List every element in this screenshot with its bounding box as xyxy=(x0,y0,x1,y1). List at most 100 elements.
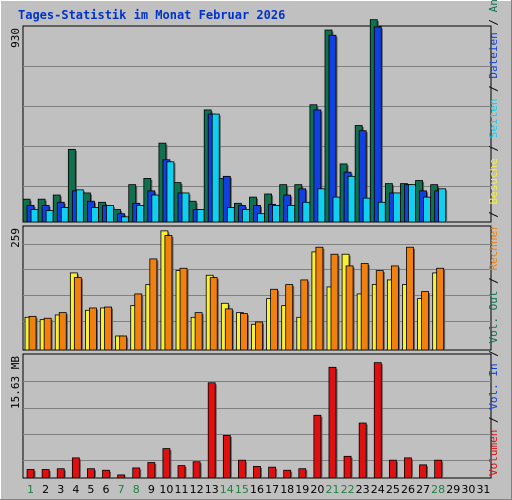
requests-bar-seiten-day-1 xyxy=(30,209,39,223)
requests-bar-seiten-day-18 xyxy=(287,204,296,223)
requests-bar-seiten-day-13 xyxy=(211,113,220,223)
legend-separator: / xyxy=(487,344,500,364)
legend-volumen: Volumen xyxy=(487,430,500,476)
visits-bar-rechner-day-8 xyxy=(134,293,143,351)
requests-bar-seiten-day-19 xyxy=(302,201,311,223)
volume-ymax-label: 15.63 MB xyxy=(9,356,22,409)
volume-bar-volumen-day-1 xyxy=(26,469,35,479)
legend-separator: / xyxy=(487,12,500,32)
legend-vol-in: Vol. In xyxy=(487,363,500,409)
legend-anfragen: Anfragen xyxy=(487,0,500,12)
volume-bar-volumen-day-17 xyxy=(268,466,276,479)
visits-bar-rechner-day-17 xyxy=(270,288,278,351)
visits-bar-rechner-day-14 xyxy=(224,308,233,351)
day-label-27: 27 xyxy=(416,483,430,496)
volume-bar-volumen-day-19 xyxy=(298,468,307,479)
visits-bar-rechner-day-5 xyxy=(89,307,97,351)
day-label-28: 28 xyxy=(431,483,445,496)
visits-bar-rechner-day-20 xyxy=(315,246,324,351)
visits-bar-rechner-day-10 xyxy=(164,235,173,351)
requests-bar-seiten-day-8 xyxy=(136,204,145,223)
day-label-13: 13 xyxy=(205,483,219,496)
day-label-26: 26 xyxy=(401,483,415,496)
requests-bar-dateien-day-23 xyxy=(358,130,367,223)
requests-bar-seiten-day-9 xyxy=(151,194,160,223)
day-label-23: 23 xyxy=(356,483,370,496)
requests-bar-seiten-day-2 xyxy=(45,210,54,223)
day-label-18: 18 xyxy=(280,483,294,496)
volume-bar-volumen-day-9 xyxy=(147,462,156,479)
requests-bar-seiten-day-24 xyxy=(377,201,386,223)
visits-bar-rechner-day-24 xyxy=(375,270,384,351)
volume-bar-volumen-day-14 xyxy=(222,435,231,479)
requests-bar-seiten-day-6 xyxy=(106,204,114,223)
requests-bar-seiten-day-17 xyxy=(272,204,280,223)
requests-bar-seiten-day-27 xyxy=(423,196,431,223)
volume-bar-volumen-day-28 xyxy=(434,459,443,479)
day-label-11: 11 xyxy=(175,483,189,496)
day-label-14: 14 xyxy=(220,483,234,496)
visits-bar-rechner-day-7 xyxy=(119,335,128,351)
visits-bar-rechner-day-1 xyxy=(28,315,37,351)
visits-bar-rechner-day-22 xyxy=(345,265,354,351)
day-axis: 1 2 3 4 5 6 7 8 9 10 11 12 13 14 15 16 17 18 19 20 21 22 23 24 2… xyxy=(27,483,490,496)
legend-separator: / xyxy=(487,271,500,291)
day-label-6: 6 xyxy=(103,483,110,496)
volume-plot-area xyxy=(22,353,492,479)
day-label-9: 9 xyxy=(148,483,155,496)
day-label-31: 31 xyxy=(476,483,490,496)
visits-ymax-label: 259 xyxy=(9,228,22,248)
visits-bar-rechner-day-11 xyxy=(179,267,188,351)
visits-bar-rechner-day-28 xyxy=(436,267,445,351)
volume-bar-volumen-day-2 xyxy=(41,469,50,479)
volume-bar-volumen-day-11 xyxy=(177,465,186,479)
legend-rechner: Rechner xyxy=(487,224,500,271)
day-label-15: 15 xyxy=(235,483,249,496)
visits-bar-rechner-day-23 xyxy=(360,263,369,351)
requests-bar-seiten-day-4 xyxy=(75,189,84,223)
day-label-1: 1 xyxy=(27,483,34,496)
visits-bar-rechner-day-6 xyxy=(104,306,112,351)
requests-bar-dateien-day-24 xyxy=(373,26,382,223)
volume-bar-volumen-day-27 xyxy=(419,464,427,479)
visits-bar-rechner-day-9 xyxy=(149,258,158,351)
visits-bar-rechner-day-21 xyxy=(330,253,339,351)
requests-bar-seiten-day-5 xyxy=(91,207,99,223)
volume-bar-volumen-day-8 xyxy=(132,467,141,479)
day-label-25: 25 xyxy=(386,483,400,496)
day-label-24: 24 xyxy=(371,483,385,496)
requests-bar-anfragen-day-4 xyxy=(67,148,76,223)
legend-separator: / xyxy=(487,138,500,158)
requests-bar-dateien-day-20 xyxy=(313,109,322,223)
legend-dateien: Dateien xyxy=(487,32,500,78)
day-label-21: 21 xyxy=(325,483,339,496)
requests-bar-seiten-day-16 xyxy=(257,213,265,223)
volume-bar-volumen-day-22 xyxy=(343,455,352,479)
volume-bar-volumen-day-21 xyxy=(328,366,337,479)
requests-bar-seiten-day-11 xyxy=(181,192,190,223)
visits-bar-rechner-day-2 xyxy=(43,317,52,351)
visits-bar-rechner-day-18 xyxy=(285,284,294,351)
day-label-10: 10 xyxy=(159,483,173,496)
day-label-16: 16 xyxy=(250,483,264,496)
volume-bar-volumen-day-15 xyxy=(238,459,246,479)
visits-bar-rechner-day-15 xyxy=(240,313,248,351)
requests-bar-seiten-day-3 xyxy=(60,207,69,223)
requests-bar-seiten-day-28 xyxy=(438,188,447,223)
requests-bar-dateien-day-14 xyxy=(222,175,231,223)
volume-bar-volumen-day-20 xyxy=(313,414,322,479)
visits-bar-rechner-day-19 xyxy=(300,279,309,351)
volume-bar-volumen-day-13 xyxy=(207,382,216,479)
requests-bar-seiten-day-15 xyxy=(242,209,250,223)
day-label-22: 22 xyxy=(341,483,355,496)
day-label-4: 4 xyxy=(72,483,79,496)
visits-bar-rechner-day-3 xyxy=(58,312,67,351)
requests-bar-seiten-day-14 xyxy=(226,207,235,223)
volume-bar-volumen-day-3 xyxy=(56,468,65,479)
legend-separator: / xyxy=(487,410,500,430)
volume-bar-volumen-day-26 xyxy=(404,457,412,479)
day-label-7: 7 xyxy=(118,483,125,496)
volume-bar-volumen-day-24 xyxy=(373,362,382,479)
visits-bar-rechner-day-16 xyxy=(255,321,263,351)
